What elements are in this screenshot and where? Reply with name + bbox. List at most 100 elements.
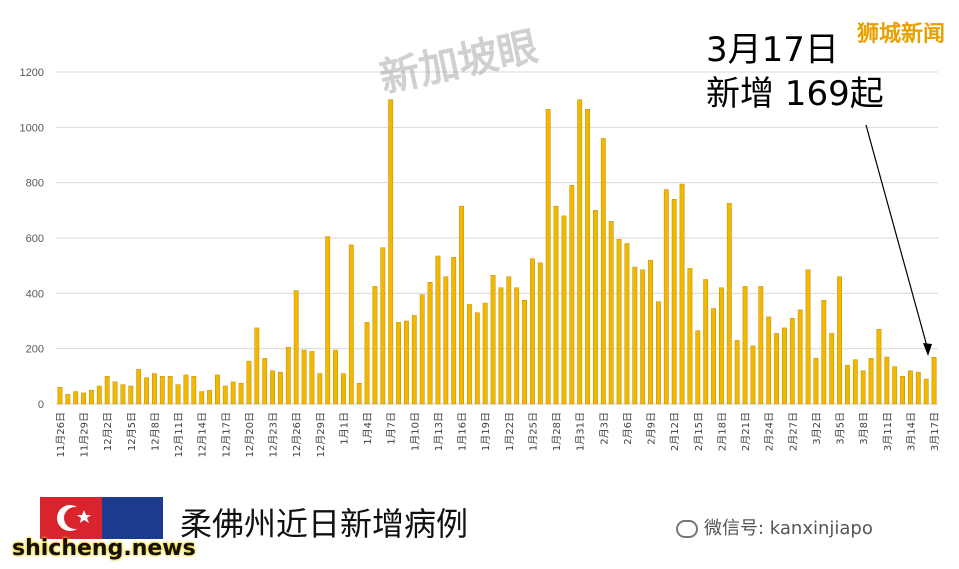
x-tick-label: 12月17日 (220, 412, 232, 457)
bar (876, 329, 882, 405)
x-tick-label: 1月25日 (527, 412, 539, 451)
bar (435, 255, 441, 405)
bar (931, 356, 937, 405)
bar (608, 221, 614, 405)
bar (57, 387, 63, 405)
bar (703, 279, 709, 405)
y-tick-label: 0 (38, 399, 44, 411)
bar (222, 385, 228, 405)
x-tick-label: 1月28日 (551, 412, 563, 451)
bar (726, 203, 732, 405)
callout-date: 3月17日 (706, 30, 839, 70)
bar (679, 183, 685, 405)
bar (585, 109, 590, 405)
callout-count: 新增 169起 (706, 74, 884, 114)
bar (309, 351, 315, 405)
chart-bars (57, 99, 937, 405)
x-tick-label: 12月5日 (126, 412, 138, 451)
x-tick-label: 12月20日 (244, 412, 256, 457)
wechat-id: 微信号: kanxinjiapo (676, 514, 873, 540)
x-tick-label: 3月2日 (811, 412, 823, 445)
bar (758, 286, 764, 405)
bar (215, 374, 220, 405)
bar (207, 389, 212, 405)
bar (632, 266, 638, 405)
x-tick-label: 12月29日 (315, 412, 327, 457)
bar (648, 259, 653, 405)
y-tick-label: 1200 (20, 67, 44, 79)
bar (104, 376, 110, 405)
bar (419, 294, 425, 405)
bar (640, 269, 646, 405)
x-tick-label: 1月22日 (504, 412, 516, 451)
x-tick-label: 2月27日 (787, 412, 799, 451)
bar (270, 370, 275, 405)
bar (73, 391, 79, 405)
bar (624, 243, 630, 405)
brand-label: 狮城新闻 (856, 22, 945, 47)
bar (262, 358, 268, 405)
x-tick-label: 3月17日 (929, 412, 941, 451)
bar (498, 287, 504, 405)
bar (734, 340, 740, 405)
bar (774, 333, 779, 405)
bar (246, 360, 252, 405)
annotation-arrow (865, 124, 932, 356)
bar (254, 327, 260, 405)
bar (167, 376, 173, 405)
x-tick-label: 3月11日 (882, 412, 894, 451)
bar (923, 378, 929, 405)
bar (900, 376, 905, 405)
x-tick-label: 3月5日 (835, 412, 847, 445)
bar (569, 185, 575, 405)
x-tick-label: 12月26日 (291, 412, 303, 457)
bar (845, 365, 850, 405)
x-tick-label: 1月1日 (338, 412, 350, 445)
x-tick-label: 1月31日 (575, 412, 587, 451)
bar (128, 385, 134, 405)
chart-caption: 柔佛州近日新增病例 (180, 505, 469, 543)
bar (380, 247, 386, 405)
bar (671, 199, 677, 405)
x-tick-label: 3月8日 (858, 412, 870, 445)
bar (81, 392, 86, 405)
bar (396, 322, 401, 405)
bar (561, 215, 567, 405)
y-tick-label: 200 (26, 344, 44, 356)
bar (545, 109, 551, 405)
x-tick-label: 12月8日 (149, 412, 161, 451)
callout: 3月17日 新增 169起 (706, 28, 884, 116)
x-tick-label: 2月9日 (646, 412, 658, 445)
bar (490, 275, 496, 405)
x-tick-label: 12月2日 (102, 412, 114, 451)
y-tick-label: 1000 (20, 122, 44, 134)
bar (325, 236, 331, 405)
bar (577, 99, 583, 405)
bar (199, 391, 205, 405)
site-watermark: shicheng.news (12, 536, 196, 561)
y-tick-label: 400 (26, 288, 44, 300)
x-tick-label: 2月24日 (764, 412, 776, 451)
bar (837, 276, 842, 405)
bar (65, 394, 71, 405)
x-tick-label: 2月15日 (693, 412, 705, 451)
bar (175, 384, 181, 405)
bar (537, 262, 543, 405)
bar (341, 373, 346, 405)
x-tick-label: 12月14日 (197, 412, 209, 457)
bar (285, 347, 291, 405)
bar (805, 269, 811, 405)
chart-gridlines (56, 71, 938, 405)
bar (821, 300, 827, 405)
y-tick-label: 800 (26, 178, 44, 190)
bar (750, 345, 756, 405)
bar (404, 320, 409, 405)
y-axis-ticks: 0 200 400 600 800 1000 1200 (20, 67, 44, 411)
bar (364, 322, 370, 405)
bar (317, 373, 323, 405)
bar (789, 317, 795, 405)
bar (451, 257, 457, 405)
bar (915, 371, 921, 405)
bar (892, 366, 898, 405)
bar (144, 377, 149, 405)
